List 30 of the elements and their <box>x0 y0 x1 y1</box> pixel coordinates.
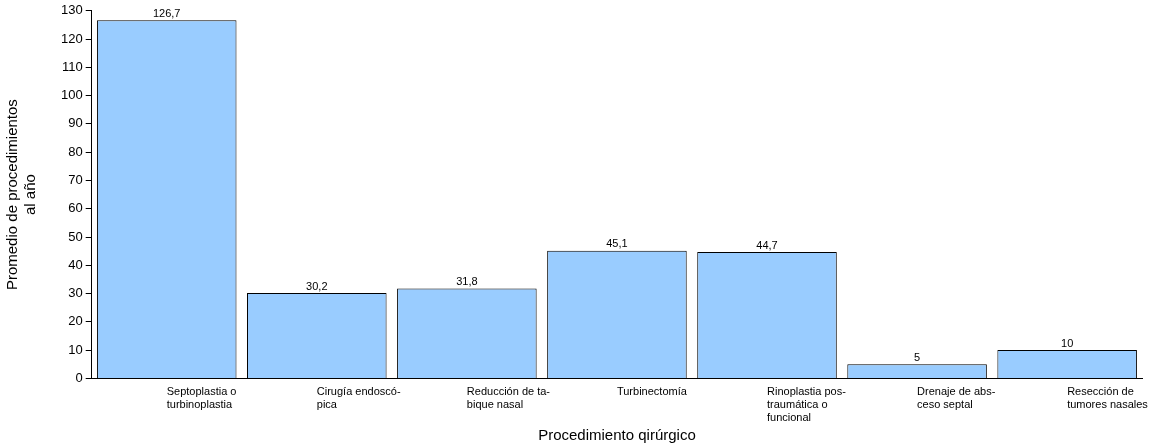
y-tick-label: 20 <box>68 313 83 329</box>
data-label: 31,8 <box>456 275 478 288</box>
y-tick-label: 70 <box>68 172 83 188</box>
y-tick-label: 40 <box>68 256 83 272</box>
data-label: 45,1 <box>606 237 628 250</box>
x-tick-label: Reducción de ta- bique nasal <box>466 385 551 411</box>
y-tick-label: 10 <box>68 341 83 357</box>
y-tick-label: 130 <box>60 2 83 18</box>
x-tick-label: Cirugía endoscó- pica <box>316 385 401 411</box>
y-tick-label: 90 <box>68 115 83 131</box>
y-tick-label: 30 <box>68 285 83 301</box>
data-label: 44,7 <box>756 238 778 251</box>
data-label: 30,2 <box>306 279 328 292</box>
x-axis-title: Procedimiento qirúrgico <box>538 426 696 444</box>
data-label: 5 <box>914 350 921 363</box>
x-tick-label: Drenaje de abs- ceso septal <box>917 385 996 411</box>
x-tick-label: Septoplastia o turbinoplastia <box>166 385 237 411</box>
y-tick-label: 120 <box>60 30 83 46</box>
y-tick-label: 60 <box>68 200 83 216</box>
y-axis-title: Promedio de procedimientos al año <box>3 99 39 291</box>
y-tick-label: 50 <box>68 228 83 244</box>
x-tick-label: Resección de tumores nasales <box>1067 385 1149 411</box>
y-tick-label: 0 <box>75 369 83 385</box>
y-tick-label: 80 <box>68 143 83 159</box>
data-label: 126,7 <box>152 6 181 19</box>
data-label: 10 <box>1061 336 1074 349</box>
y-tick-label: 100 <box>60 87 83 103</box>
x-tick-label: Rinoplastia pos- traumática o funcional <box>767 385 847 424</box>
x-tick-label: Turbinectomía <box>616 385 688 398</box>
y-tick-label: 110 <box>61 58 83 74</box>
